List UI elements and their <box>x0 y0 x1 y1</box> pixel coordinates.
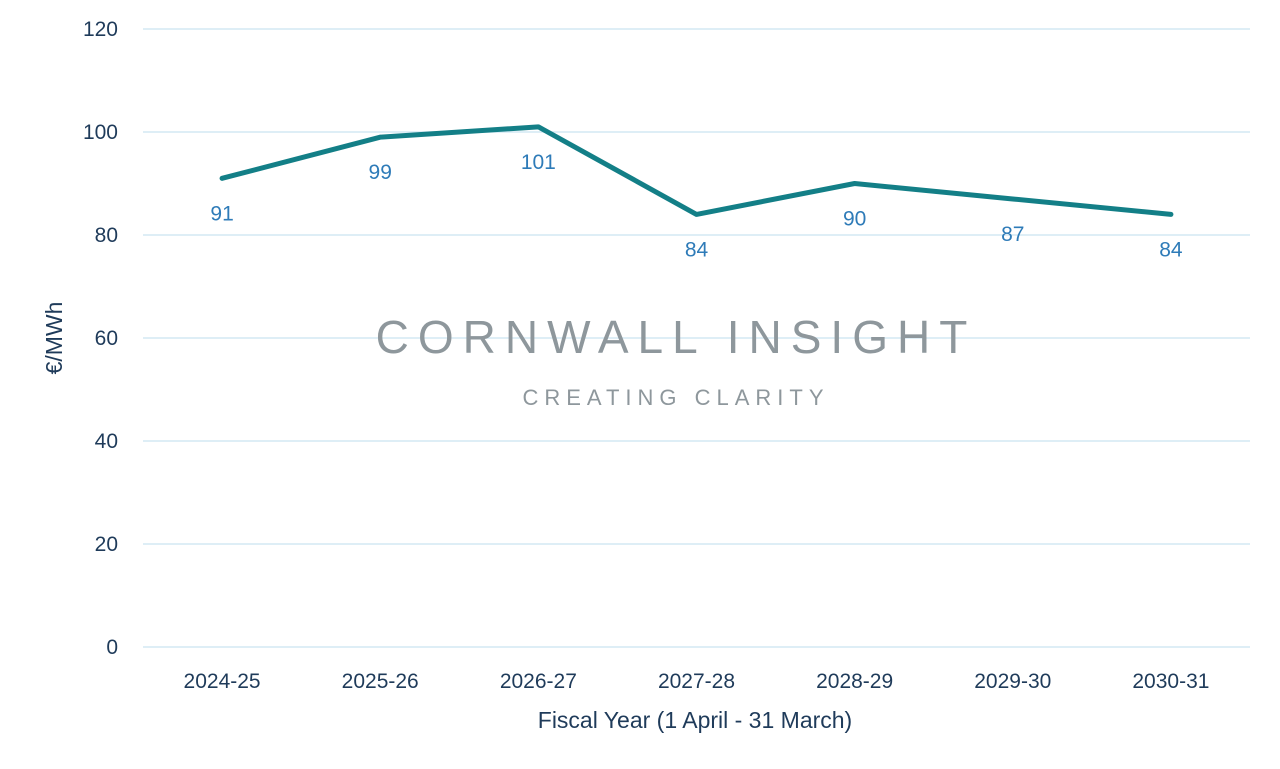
data-label: 91 <box>210 202 233 225</box>
x-axis-ticks: 2024-25 2025-26 2026-27 2027-28 2028-29 2029-… <box>184 670 1210 693</box>
data-label: 84 <box>685 238 709 261</box>
series-line <box>219 124 1174 217</box>
data-label: 101 <box>521 151 556 174</box>
data-label: 90 <box>843 208 866 231</box>
watermark-subtitle: CREATING CLARITY <box>522 385 829 410</box>
x-tick-label: 2028-29 <box>816 670 893 693</box>
data-label: 84 <box>1159 238 1183 261</box>
x-tick-label: 2030-31 <box>1132 670 1209 693</box>
x-tick-label: 2026-27 <box>500 670 577 693</box>
data-labels: 91 99 101 84 90 87 84 <box>210 151 1183 262</box>
data-label: 87 <box>1001 223 1024 246</box>
x-tick-label: 2025-26 <box>342 670 419 693</box>
gridlines <box>143 28 1250 648</box>
y-axis-ticks: 0 20 40 60 80 100 120 <box>83 18 118 659</box>
y-tick-label: 100 <box>83 121 118 144</box>
y-tick-label: 0 <box>106 636 118 659</box>
y-axis-title: €/MWh <box>41 302 67 375</box>
x-tick-label: 2029-30 <box>974 670 1051 693</box>
x-tick-label: 2027-28 <box>658 670 735 693</box>
y-tick-label: 60 <box>95 327 118 350</box>
y-tick-label: 40 <box>95 430 118 453</box>
x-tick-label: 2024-25 <box>184 670 261 693</box>
data-label: 99 <box>369 161 392 184</box>
y-tick-label: 120 <box>83 18 118 41</box>
y-tick-label: 20 <box>95 533 118 556</box>
x-axis-title: Fiscal Year (1 April - 31 March) <box>538 707 852 733</box>
watermark: CORNWALL INSIGHT CREATING CLARITY <box>376 311 977 410</box>
y-tick-label: 80 <box>95 224 118 247</box>
watermark-title: CORNWALL INSIGHT <box>376 311 977 363</box>
